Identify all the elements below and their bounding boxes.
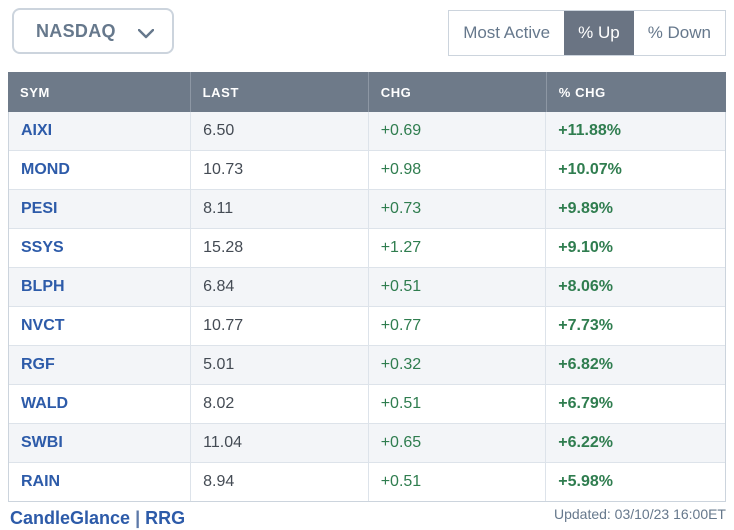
pct-chg-value: +7.73%	[545, 307, 725, 345]
symbol-cell: PESI	[9, 190, 190, 228]
last-value: 8.11	[190, 190, 368, 228]
rrg-link[interactable]: RRG	[145, 508, 186, 528]
pct-chg-value: +6.22%	[545, 424, 725, 462]
symbol-cell: WALD	[9, 385, 190, 423]
pct-chg-value: +6.79%	[545, 385, 725, 423]
last-value: 5.01	[190, 346, 368, 384]
chg-value: +0.32	[367, 346, 546, 384]
last-value: 6.84	[190, 268, 368, 306]
table-row: PESI 8.11 +0.73 +9.89%	[9, 189, 725, 228]
table-body: AIXI 6.50 +0.69 +11.88% MOND 10.73 +0.98 +10.07…	[8, 112, 726, 502]
column-header-last: LAST	[189, 72, 368, 112]
candleglance-link[interactable]: CandleGlance	[10, 508, 131, 528]
column-header-sym: SYM	[20, 84, 50, 100]
toolbar: NASDAQ Most Active % Up % Down	[0, 0, 734, 64]
symbol-cell: RGF	[9, 346, 190, 384]
last-value: 11.04	[190, 424, 368, 462]
pct-chg-value: +6.82%	[545, 346, 725, 384]
chg-value: +0.98	[367, 151, 546, 189]
last-value: 10.73	[190, 151, 368, 189]
chg-value: +0.65	[367, 424, 546, 462]
table-row: MOND 10.73 +0.98 +10.07%	[9, 150, 725, 189]
chg-value: +0.51	[367, 268, 546, 306]
pct-chg-value: +8.06%	[545, 268, 725, 306]
filter-button-group: Most Active % Up % Down	[448, 10, 726, 56]
pct-chg-value: +11.88%	[545, 112, 725, 150]
pct-chg-value: +9.10%	[545, 229, 725, 267]
symbol-link[interactable]: NVCT	[21, 317, 65, 334]
symbol-link[interactable]: SWBI	[21, 434, 63, 451]
symbol-cell: AIXI	[9, 112, 190, 150]
symbol-link[interactable]: PESI	[21, 200, 58, 217]
chg-value: +0.69	[367, 112, 546, 150]
chg-value: +0.77	[367, 307, 546, 345]
table-row: BLPH 6.84 +0.51 +8.06%	[9, 267, 725, 306]
table-row: RGF 5.01 +0.32 +6.82%	[9, 345, 725, 384]
symbol-link[interactable]: SSYS	[21, 239, 64, 256]
last-value: 8.94	[190, 463, 368, 501]
last-value: 15.28	[190, 229, 368, 267]
symbol-cell: NVCT	[9, 307, 190, 345]
last-value: 8.02	[190, 385, 368, 423]
symbol-link[interactable]: RGF	[21, 356, 55, 373]
symbol-cell: SWBI	[9, 424, 190, 462]
column-header-chg: CHG	[367, 72, 546, 112]
symbol-cell: RAIN	[9, 463, 190, 501]
table-row: AIXI 6.50 +0.69 +11.88%	[9, 112, 725, 150]
symbol-cell: SSYS	[9, 229, 190, 267]
exchange-dropdown-value: NASDAQ	[36, 20, 116, 41]
chg-value: +0.51	[367, 385, 546, 423]
chg-value: +1.27	[367, 229, 546, 267]
symbol-cell: MOND	[9, 151, 190, 189]
table-row: WALD 8.02 +0.51 +6.79%	[9, 384, 725, 423]
pct-chg-value: +10.07%	[545, 151, 725, 189]
table-row: SSYS 15.28 +1.27 +9.10%	[9, 228, 725, 267]
pct-chg-value: +9.89%	[545, 190, 725, 228]
last-value: 10.77	[190, 307, 368, 345]
table-row: RAIN 8.94 +0.51 +5.98%	[9, 462, 725, 501]
footer-links: CandleGlance | RRG	[10, 508, 185, 529]
symbol-cell: BLPH	[9, 268, 190, 306]
exchange-dropdown[interactable]: NASDAQ	[12, 8, 174, 54]
link-separator: |	[135, 508, 141, 528]
column-header-pct-chg: % CHG	[545, 72, 726, 112]
symbol-link[interactable]: AIXI	[21, 122, 53, 139]
symbol-link[interactable]: BLPH	[21, 278, 65, 295]
pct-chg-value: +5.98%	[545, 463, 725, 501]
movers-table: SYM LAST CHG % CHG AIXI 6.50 +0.69 +11.88% M…	[8, 72, 726, 502]
symbol-link[interactable]: WALD	[21, 395, 69, 412]
most-active-button[interactable]: Most Active	[449, 11, 565, 55]
chevron-down-icon	[137, 26, 155, 39]
chg-value: +0.51	[367, 463, 546, 501]
percent-up-button[interactable]: % Up	[564, 11, 634, 55]
table-row: NVCT 10.77 +0.77 +7.73%	[9, 306, 725, 345]
symbol-link[interactable]: RAIN	[21, 473, 61, 490]
table-header: SYM LAST CHG % CHG	[8, 72, 726, 112]
symbol-link[interactable]: MOND	[21, 161, 70, 178]
last-value: 6.50	[190, 112, 368, 150]
percent-down-button[interactable]: % Down	[633, 11, 725, 55]
table-row: SWBI 11.04 +0.65 +6.22%	[9, 423, 725, 462]
updated-timestamp: Updated: 03/10/23 16:00ET	[553, 506, 726, 522]
chg-value: +0.73	[367, 190, 546, 228]
footer: CandleGlance | RRG Updated: 03/10/23 16:…	[0, 502, 734, 529]
